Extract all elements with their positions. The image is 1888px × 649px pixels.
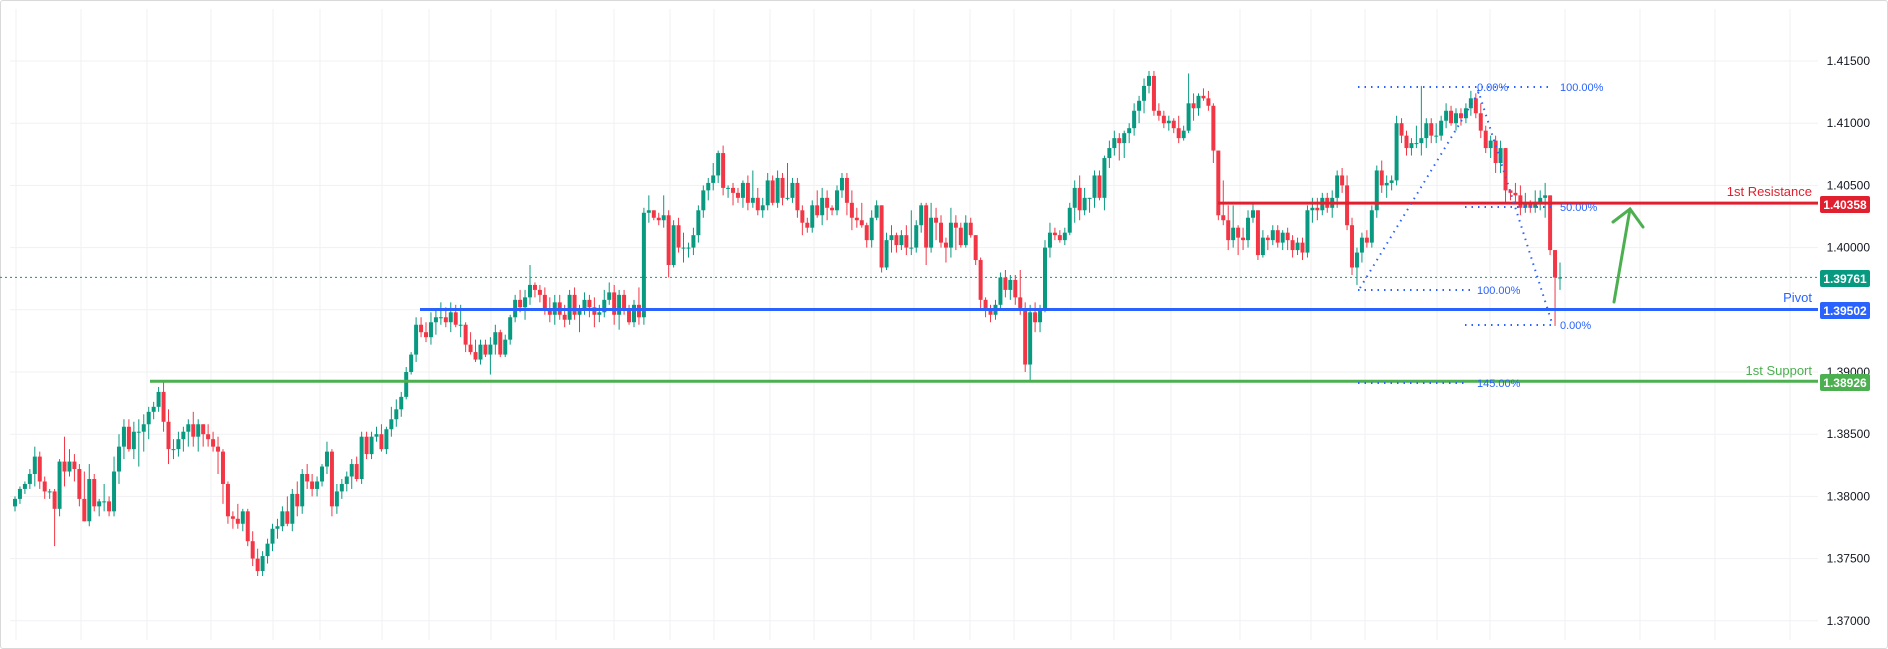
resistance-label: 1st Resistance <box>1727 184 1812 199</box>
candles <box>13 70 1562 577</box>
arrow-up-icon[interactable] <box>1611 206 1645 304</box>
pivot-label: Pivot <box>1783 290 1812 305</box>
svg-text:1.41500: 1.41500 <box>1827 54 1871 68</box>
fib2-145-label: 145.00% <box>1477 378 1521 390</box>
svg-text:1.38000: 1.38000 <box>1827 489 1871 503</box>
price-axis[interactable]: 1.415001.410001.405001.400001.395001.390… <box>1827 54 1871 628</box>
svg-text:1.40000: 1.40000 <box>1827 241 1871 255</box>
svg-text:1.38926: 1.38926 <box>1823 376 1867 390</box>
fib1-0-label: 0.00% <box>1477 82 1508 94</box>
svg-text:1.41000: 1.41000 <box>1827 116 1871 130</box>
support-label: 1st Support <box>1746 363 1813 378</box>
current-price-tag: 1.39761 <box>1820 270 1870 287</box>
fib2-0-label: 0.00% <box>1560 320 1591 332</box>
svg-text:1.38500: 1.38500 <box>1827 427 1871 441</box>
svg-text:1.39502: 1.39502 <box>1823 304 1867 318</box>
svg-text:1.39761: 1.39761 <box>1823 272 1867 286</box>
svg-text:1.37000: 1.37000 <box>1827 614 1871 628</box>
pivot-price-tag: 1.39502 <box>1820 302 1870 319</box>
grid-lines <box>10 9 1818 640</box>
svg-text:1.37500: 1.37500 <box>1827 552 1871 566</box>
resistance-price-tag: 1.40358 <box>1820 196 1870 213</box>
fib2-50-label: 50.00% <box>1560 202 1598 214</box>
fib-retracement-2[interactable] <box>1358 89 1555 384</box>
svg-text:1.40500: 1.40500 <box>1827 178 1871 192</box>
support-price-tag: 1.38926 <box>1820 374 1870 391</box>
svg-text:1.40358: 1.40358 <box>1823 198 1867 212</box>
fib1-100-right-label: 100.00% <box>1560 82 1604 94</box>
fib1-100-label: 100.00% <box>1477 285 1521 297</box>
